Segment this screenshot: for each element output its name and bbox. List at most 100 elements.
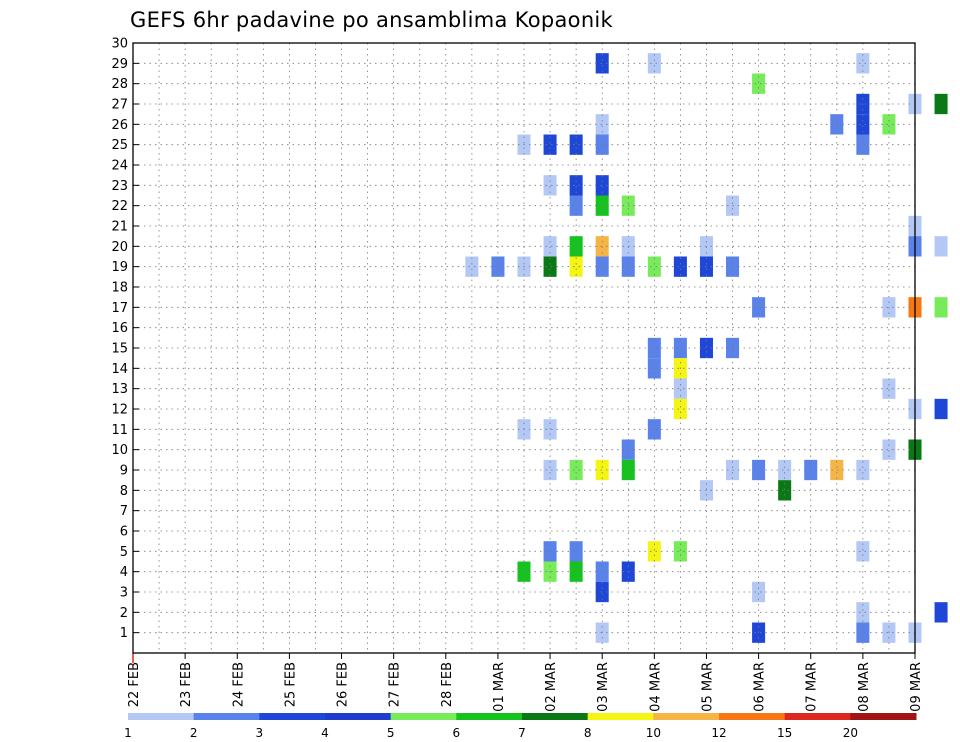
x-tick-label: 26 FEB [336,662,351,707]
y-tick-label: 9 [120,464,128,479]
y-tick-label: 10 [111,443,128,458]
y-tick-label: 23 [111,179,128,194]
precip-cell [934,398,948,420]
precip-cell [569,134,583,155]
colorbar-segment [784,713,851,720]
x-tick-label: 06 MAR [753,662,768,712]
y-tick-label: 4 [120,565,128,580]
x-tick-label: 02 MAR [544,662,559,712]
precip-cell [491,256,505,277]
x-tick-label: 22 FEB [127,662,142,707]
precip-cell [856,602,870,623]
colorbar-segment [325,713,392,720]
precip-cell [882,114,896,135]
colorbar-segment [850,713,917,720]
colorbar-segment [390,713,457,720]
precip-cell [934,236,948,257]
colorbar-segment [587,713,654,720]
precipitation-cells [465,53,948,643]
precip-cell [595,114,609,135]
precip-cell [543,236,557,257]
precip-cell [882,378,896,399]
precip-cell [569,256,583,277]
y-tick-label: 29 [111,57,128,72]
precip-cell [856,53,870,74]
precip-cell [595,195,609,216]
colorbar-label: 7 [518,726,526,740]
precip-cell [543,134,557,155]
precip-cell [569,459,583,481]
precip-cell [569,541,583,562]
precip-cell [752,459,766,481]
precip-cell [673,541,687,562]
precip-cell [595,53,609,74]
y-tick-label: 16 [111,321,128,336]
x-tick-label: 07 MAR [805,662,820,712]
colorbar-label: 10 [646,726,661,740]
y-tick-label: 17 [111,301,128,316]
precip-cell [856,459,870,481]
precip-cell [647,256,661,277]
colorbar-label: 4 [321,726,329,740]
colorbar-segment [259,713,326,720]
y-tick-label: 13 [111,382,128,397]
colorbar-segment [456,713,523,720]
x-tick-label: 04 MAR [648,662,663,712]
colorbar-label: 8 [584,726,592,740]
precip-cell [543,175,557,196]
x-tick-label: 25 FEB [283,662,298,707]
y-tick-label: 27 [111,98,128,113]
colorbar-label: 6 [453,726,461,740]
colorbar-label: 1 [124,726,132,740]
precip-cell [673,337,687,359]
y-tick-label: 24 [111,159,128,174]
colorbar-segment [522,713,589,720]
colorbar-legend: 1 2 3 4 5 6 7 8 10 12 15 20 [124,713,917,740]
precip-cell [778,459,792,481]
y-axis-ticks: 1234567891011121314151617181920212223242… [111,37,139,641]
y-tick-label: 14 [111,362,128,377]
colorbar-label: 3 [256,726,264,740]
y-tick-label: 20 [111,240,128,255]
precip-cell [595,256,609,277]
colorbar-label: 20 [843,726,858,740]
precip-cell [595,581,609,603]
x-tick-label: 09 MAR [909,662,924,712]
precip-cell [934,602,948,623]
y-tick-label: 22 [111,199,128,214]
precip-cell [882,439,896,460]
x-tick-label: 01 MAR [492,662,507,712]
precip-cell [830,114,844,135]
colorbar-label: 2 [190,726,198,740]
y-tick-label: 5 [120,545,128,560]
y-tick-label: 25 [111,138,128,153]
precip-cell [595,134,609,155]
precip-cell [752,73,766,94]
y-tick-label: 21 [111,220,128,235]
colorbar-label: 15 [777,726,792,740]
precip-cell [673,398,687,420]
x-tick-label: 05 MAR [700,662,715,712]
y-tick-label: 11 [111,423,128,438]
precip-cell [465,256,479,277]
colorbar-label: 12 [711,726,726,740]
colorbar-segment [653,713,720,720]
precip-cell [673,256,687,277]
colorbar-segment [193,713,260,720]
colorbar-segment [719,713,786,720]
precip-cell [934,297,948,318]
x-tick-label: 08 MAR [857,662,872,712]
x-tick-label: 24 FEB [231,662,246,707]
precip-cell [647,337,661,359]
precip-cell [647,541,661,562]
chart-title: GEFS 6hr padavine po ansamblima Kopaonik [130,8,614,32]
precip-cell [595,459,609,481]
precip-cell [595,175,609,196]
y-tick-label: 3 [120,586,128,601]
precip-cell [543,459,557,481]
precip-cell [856,541,870,562]
y-tick-label: 8 [120,484,128,499]
precip-cell [543,256,557,277]
precip-cell [830,459,844,481]
colorbar-segment [128,713,195,720]
